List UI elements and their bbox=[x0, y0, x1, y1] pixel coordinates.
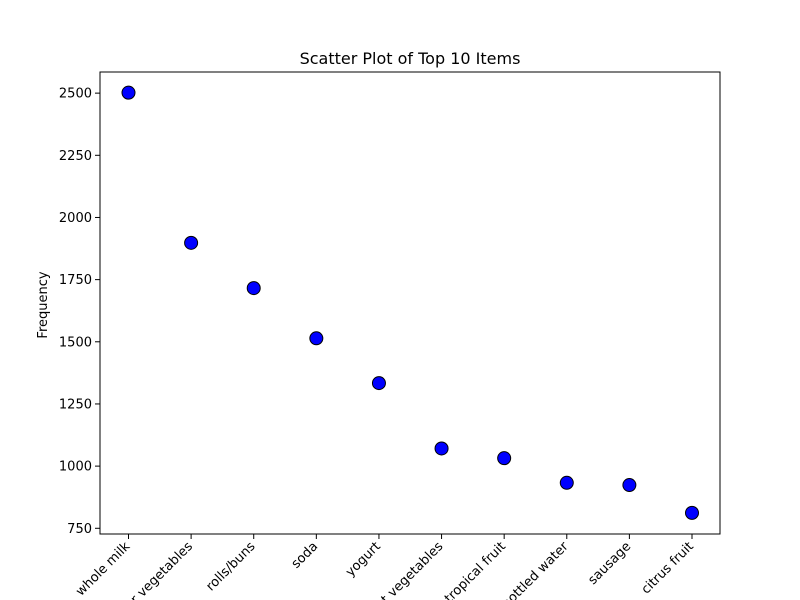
y-tick-label: 750 bbox=[67, 522, 92, 537]
chart-title: Scatter Plot of Top 10 Items bbox=[300, 49, 521, 68]
x-tick-label: whole milk bbox=[73, 539, 133, 599]
y-tick-label: 1250 bbox=[59, 397, 92, 412]
data-point bbox=[434, 441, 449, 456]
data-point bbox=[622, 478, 637, 493]
data-point bbox=[121, 85, 136, 100]
x-tick-label: soda bbox=[289, 539, 321, 571]
data-points bbox=[121, 85, 699, 520]
data-point bbox=[497, 451, 512, 466]
y-tick-label: 1750 bbox=[59, 273, 92, 288]
data-point bbox=[184, 235, 199, 250]
data-point bbox=[685, 505, 699, 520]
x-tick-label: bottled water bbox=[499, 539, 572, 600]
y-axis-label: Frequency bbox=[36, 271, 51, 338]
data-point bbox=[309, 331, 324, 346]
x-tick-label: rolls/buns bbox=[203, 539, 258, 594]
y-tick-label: 2500 bbox=[59, 87, 92, 102]
y-tick-label: 2000 bbox=[59, 211, 92, 226]
x-tick-label: yogurt bbox=[343, 539, 384, 580]
x-tick-label: citrus fruit bbox=[639, 539, 697, 597]
data-point bbox=[371, 376, 386, 391]
plot-area-frame bbox=[99, 71, 721, 535]
data-point bbox=[246, 281, 261, 296]
y-tick-label: 1000 bbox=[59, 460, 92, 475]
y-tick-label: 2250 bbox=[59, 149, 92, 164]
y-tick-label: 1500 bbox=[59, 335, 92, 350]
data-point bbox=[559, 475, 574, 490]
x-tick-label: sausage bbox=[585, 539, 634, 588]
x-tick-label: tropical fruit bbox=[442, 539, 509, 600]
y-axis: 750 1000 1250 1500 1750 2000 2250 2500 bbox=[59, 87, 100, 537]
